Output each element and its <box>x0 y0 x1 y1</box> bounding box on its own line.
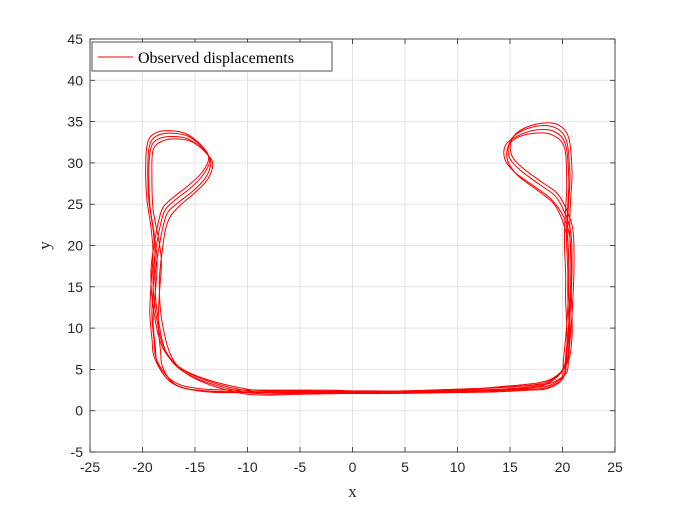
x-tick-label: 0 <box>349 459 357 475</box>
series-line-lap-1 <box>148 128 572 395</box>
y-tick-label: 45 <box>67 31 83 47</box>
y-tick-label: 25 <box>67 196 83 212</box>
x-tick-label: 20 <box>555 459 571 475</box>
tick-labels: -25 -20 -15 -10 -5 0 5 10 15 20 25 -5 0 5 10 15 20 25 30 35… <box>67 31 623 475</box>
x-tick-label: 25 <box>607 459 623 475</box>
x-tick-label: -20 <box>132 459 152 475</box>
y-tick-label: 0 <box>75 403 83 419</box>
x-tick-label: -10 <box>237 459 257 475</box>
x-tick-label: 10 <box>450 459 466 475</box>
legend-label: Observed displacements <box>138 50 294 67</box>
x-tick-label: 15 <box>502 459 518 475</box>
y-tick-label: -5 <box>71 444 84 460</box>
data-layer <box>145 122 575 396</box>
x-axis-label: x <box>348 482 357 501</box>
y-tick-label: 35 <box>67 114 83 130</box>
y-tick-label: 30 <box>67 155 83 171</box>
y-axis-label: y <box>35 241 54 250</box>
x-tick-label: 5 <box>401 459 409 475</box>
x-tick-label: -5 <box>294 459 307 475</box>
x-tick-label: -25 <box>80 459 100 475</box>
y-tick-label: 20 <box>67 238 83 254</box>
ticks <box>89 38 616 453</box>
series-line-lap-4 <box>145 122 575 394</box>
y-tick-label: 10 <box>67 320 83 336</box>
y-tick-label: 5 <box>75 361 83 377</box>
y-tick-label: 40 <box>67 72 83 88</box>
x-tick-label: -15 <box>185 459 205 475</box>
legend: Observed displacements <box>91 41 333 72</box>
y-tick-label: 15 <box>67 279 83 295</box>
